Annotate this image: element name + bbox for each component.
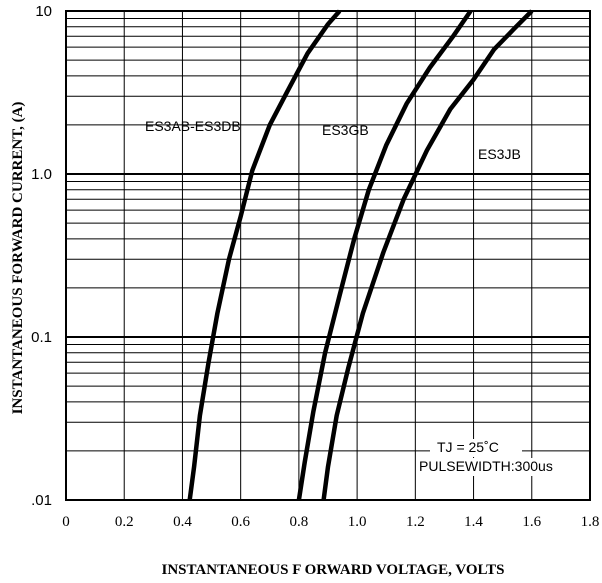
grid-minor bbox=[66, 11, 590, 500]
y-tick-labels: .01 0.1 1.0 10 bbox=[31, 3, 52, 509]
plot-frame bbox=[65, 10, 591, 501]
curves bbox=[187, 9, 534, 501]
x-tick-label: 0.6 bbox=[231, 514, 250, 530]
series-curve-es3gb bbox=[296, 9, 473, 501]
series-label-es3jb: ES3JB bbox=[478, 146, 521, 162]
y-tick-label: 0.1 bbox=[31, 329, 52, 346]
series-curve-es3jb bbox=[321, 9, 534, 501]
series-curve-es3ab-es3db bbox=[187, 9, 342, 501]
x-tick-label: 0.2 bbox=[115, 514, 134, 530]
series-label-es3ab-es3db: ES3AB-ES3DB bbox=[145, 118, 241, 134]
x-tick-label: 0.4 bbox=[173, 514, 192, 530]
note-bg-2 bbox=[418, 458, 538, 476]
x-tick-label: 1.4 bbox=[464, 514, 483, 530]
x-tick-label: 0 bbox=[62, 514, 70, 530]
grid-major bbox=[66, 173, 590, 338]
x-tick-label: 1.2 bbox=[406, 514, 425, 530]
y-axis-title: INSTANTANEOUS FORWARD CURRENT, (A) bbox=[10, 102, 26, 415]
x-tick-label: 1.6 bbox=[522, 514, 541, 530]
y-tick-label: .01 bbox=[31, 492, 52, 509]
note-bg-1 bbox=[430, 439, 522, 457]
annotation-tj: TJ = 25˚C bbox=[437, 439, 499, 455]
x-tick-label: 1.8 bbox=[581, 514, 600, 530]
y-tick-label: 1.0 bbox=[31, 166, 52, 183]
x-axis-title: INSTANTANEOUS F ORWARD VOLTAGE, VOLTS bbox=[162, 562, 505, 578]
x-tick-label: 0.8 bbox=[290, 514, 309, 530]
x-tick-labels: 0 0.2 0.4 0.6 0.8 1.0 1.2 1.4 1.6 1.8 bbox=[62, 514, 599, 530]
y-tick-label: 10 bbox=[35, 3, 52, 20]
series-label-es3gb: ES3GB bbox=[322, 122, 369, 138]
x-tick-label: 1.0 bbox=[348, 514, 367, 530]
annotation-pulsewidth: PULSEWIDTH:300us bbox=[419, 458, 553, 474]
